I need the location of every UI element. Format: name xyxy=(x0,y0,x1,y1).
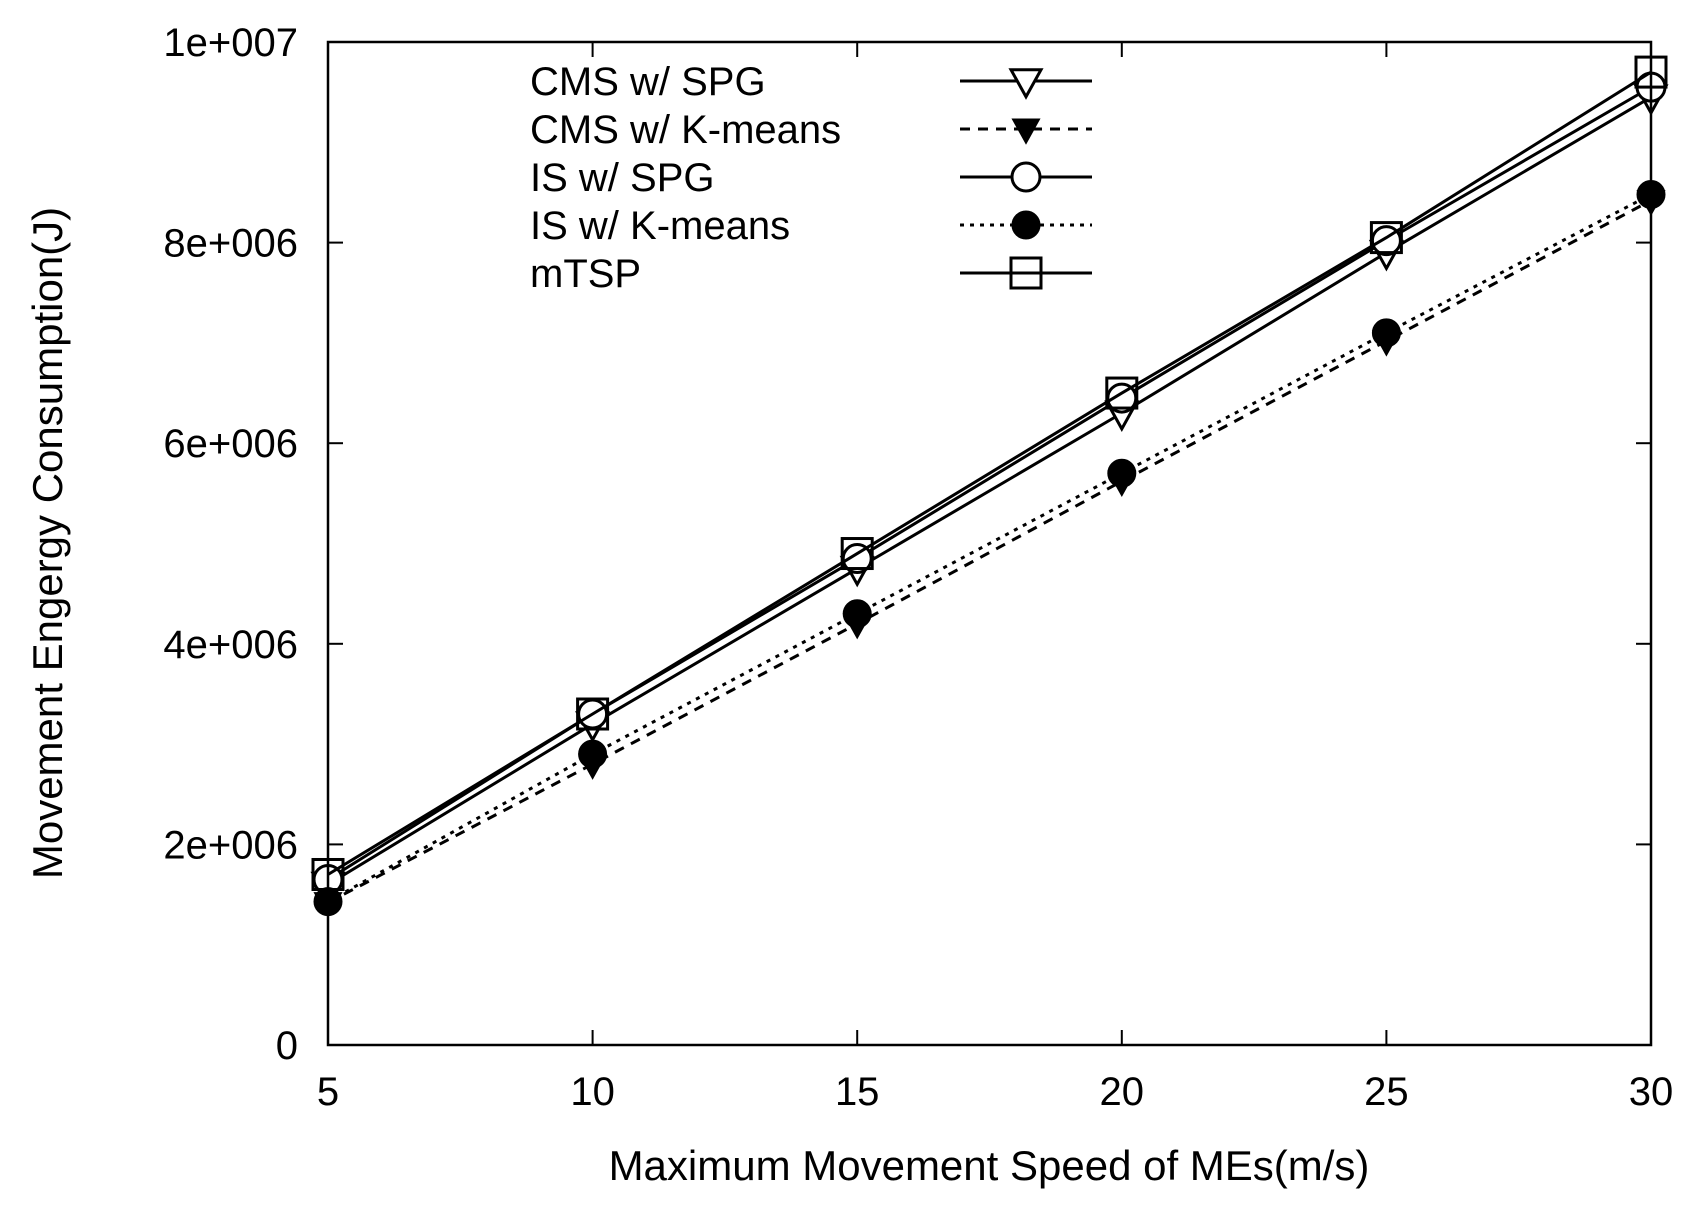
x-tick-label: 10 xyxy=(570,1070,615,1114)
legend-entry: CMS w/ SPG xyxy=(530,60,1092,104)
data-point xyxy=(578,739,608,769)
legend-label: IS w/ K-means xyxy=(530,204,790,248)
series-line xyxy=(327,70,1652,876)
legend-entry: IS w/ SPG xyxy=(530,156,1092,200)
data-point xyxy=(842,599,872,629)
y-tick-label: 2e+006 xyxy=(163,823,298,867)
y-tick-label: 0 xyxy=(276,1024,298,1068)
legend-entry: IS w/ K-means xyxy=(530,204,1092,248)
y-tick-label: 4e+006 xyxy=(163,623,298,667)
y-tick-label: 1e+007 xyxy=(163,21,298,65)
y-tick-label: 8e+006 xyxy=(163,222,298,266)
data-point xyxy=(1107,458,1137,488)
legend-entry: CMS w/ K-means xyxy=(530,108,1092,152)
series-line xyxy=(327,199,1652,904)
x-tick-label: 25 xyxy=(1364,1070,1409,1114)
legend-marker xyxy=(1009,256,1043,290)
legend-marker xyxy=(1011,118,1041,145)
legend-entry: mTSP xyxy=(530,252,1092,296)
legend-label: IS w/ SPG xyxy=(530,156,715,200)
y-tick-label: 6e+006 xyxy=(163,422,298,466)
series-line xyxy=(327,193,1652,903)
x-tick-label: 15 xyxy=(835,1070,880,1114)
x-tick-label: 20 xyxy=(1100,1070,1145,1114)
legend-marker xyxy=(1010,161,1042,193)
ticks-layer: 5 10 15 20 25 30 0 2e+006 4e+006 6e+006 8e+006 1e+0… xyxy=(163,21,1673,1114)
plot-frame xyxy=(326,40,1653,1047)
legend-label: mTSP xyxy=(530,252,641,296)
legend-label: CMS w/ SPG xyxy=(530,60,766,104)
x-axis-title: Maximum Movement Speed of MEs(m/s) xyxy=(609,1142,1370,1189)
data-point xyxy=(840,537,874,571)
y-axis-title: Movement Engergy Consumption(J) xyxy=(24,207,71,879)
data-point xyxy=(1371,318,1401,348)
legend-marker xyxy=(1011,210,1041,240)
x-tick-label: 30 xyxy=(1629,1070,1674,1114)
series-line xyxy=(327,95,1652,886)
legend-marker xyxy=(1008,68,1044,100)
data-point xyxy=(576,697,610,731)
legend-label: CMS w/ K-means xyxy=(530,108,841,152)
data-point xyxy=(1105,376,1139,410)
x-tick-label: 5 xyxy=(317,1070,339,1114)
data-point xyxy=(1369,221,1403,255)
